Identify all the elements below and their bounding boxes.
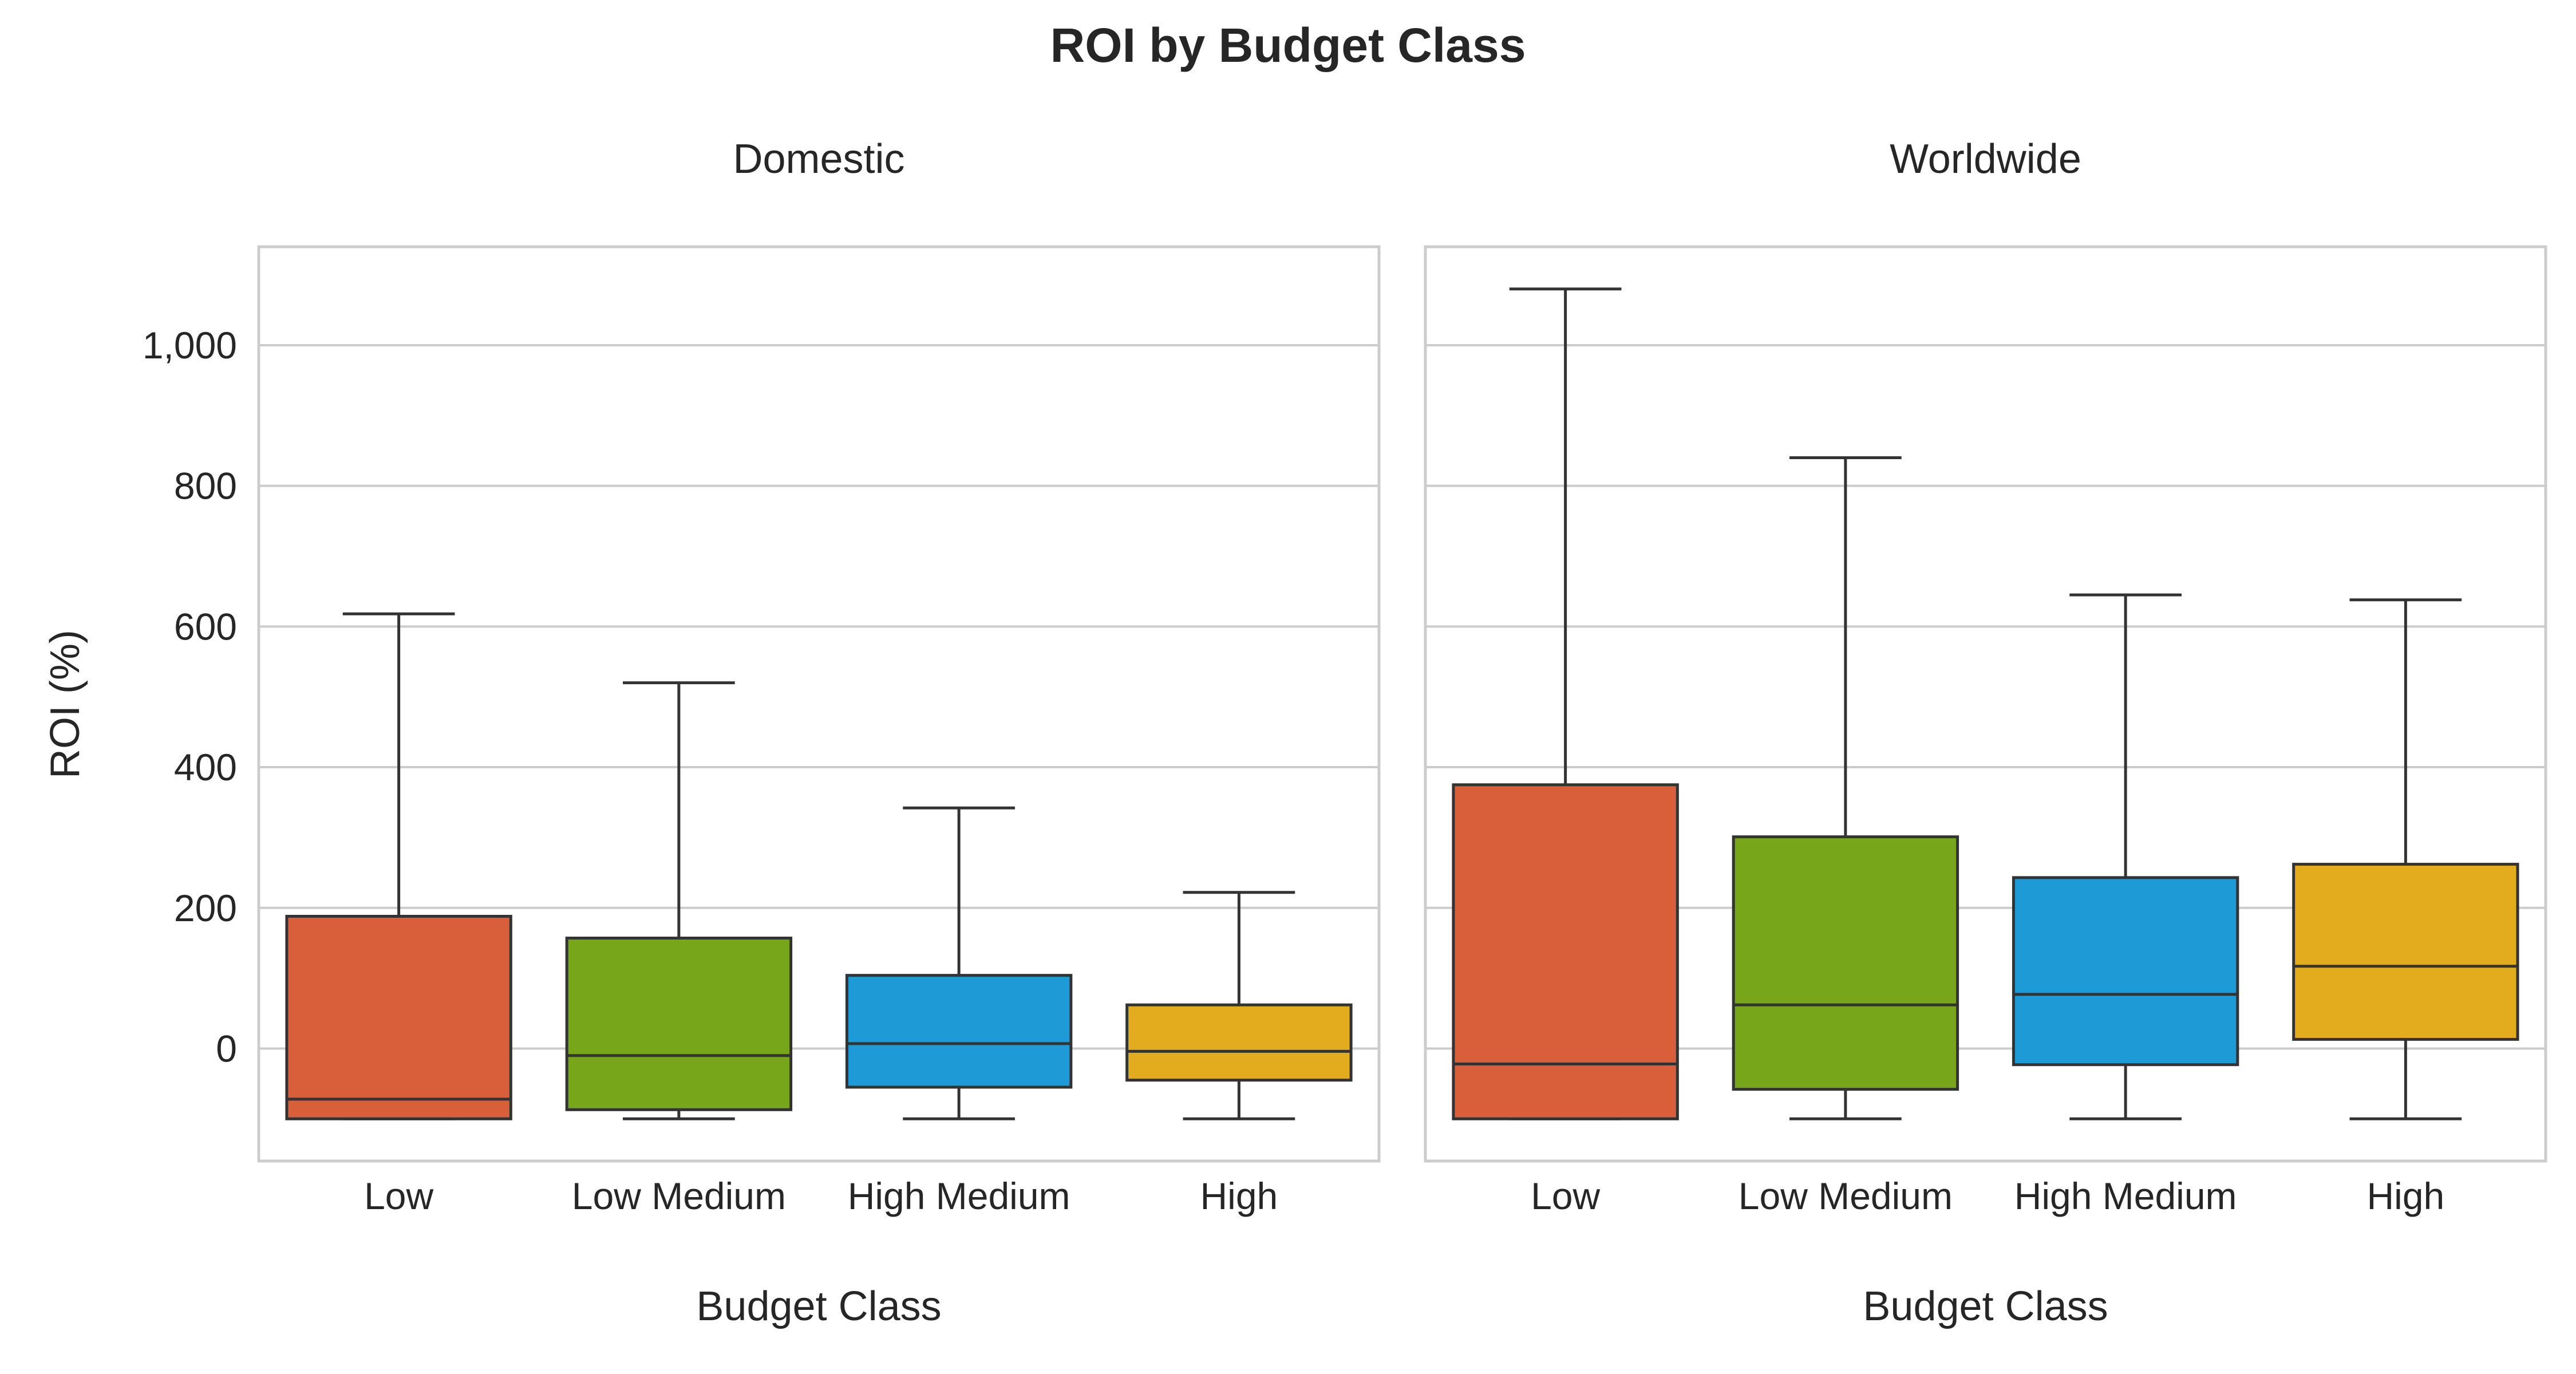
iqr-box <box>1452 783 1679 1120</box>
y-tick-label: 600 <box>174 605 237 647</box>
panel-domestic: Domestic 0 200 400 600 800 1,000 Low Low Medium H… <box>143 136 1381 1329</box>
panel-worldwide: Worldwide Low Low Medium High Medium High Bud… <box>1424 136 2547 1329</box>
y-tick-label: 1,000 <box>143 324 237 366</box>
box-high: High <box>2292 598 2519 1217</box>
x-tick-label: High <box>2367 1175 2445 1217</box>
y-tick-label: 800 <box>174 465 237 507</box>
x-axis-label: Budget Class <box>696 1284 941 1329</box>
x-tick-label: Low Medium <box>1739 1175 1953 1217</box>
x-tick-label: Low Medium <box>572 1175 786 1217</box>
plot-frame <box>1424 245 2547 1163</box>
iqr-box <box>845 974 1073 1089</box>
box-high: High <box>1125 891 1353 1217</box>
box-high-medium: High Medium <box>845 806 1073 1217</box>
box-high-medium: High Medium <box>2012 593 2239 1217</box>
chart-panels: Domestic 0 200 400 600 800 1,000 Low Low Medium H… <box>143 136 2547 1329</box>
x-tick-label: Low <box>1531 1175 1600 1217</box>
iqr-box <box>285 914 512 1120</box>
box-low: Low <box>285 612 512 1217</box>
x-tick-label: High Medium <box>2014 1175 2237 1217</box>
panel-subtitle: Domestic <box>733 136 904 182</box>
x-tick-label: High Medium <box>848 1175 1070 1217</box>
chart-title: ROI by Budget Class <box>1050 18 1526 72</box>
plot-frame <box>257 245 1381 1163</box>
iqr-box <box>565 937 793 1111</box>
x-tick-label: Low <box>364 1175 433 1217</box>
panel-subtitle: Worldwide <box>1890 136 2081 182</box>
x-tick-label: High <box>1200 1175 1278 1217</box>
y-axis-label: ROI (%) <box>42 630 88 779</box>
box-low-medium: Low Medium <box>565 681 793 1217</box>
box-low-medium: Low Medium <box>1732 456 1959 1217</box>
iqr-box <box>2012 876 2239 1067</box>
box-low: Low <box>1452 287 1679 1217</box>
x-axis-label: Budget Class <box>1863 1284 2108 1329</box>
y-tick-label: 200 <box>174 887 237 929</box>
iqr-box <box>1125 1003 1353 1082</box>
y-tick-label: 400 <box>174 746 237 788</box>
iqr-box <box>1732 835 1959 1091</box>
iqr-box <box>2292 863 2519 1041</box>
y-tick-label: 0 <box>216 1027 237 1069</box>
